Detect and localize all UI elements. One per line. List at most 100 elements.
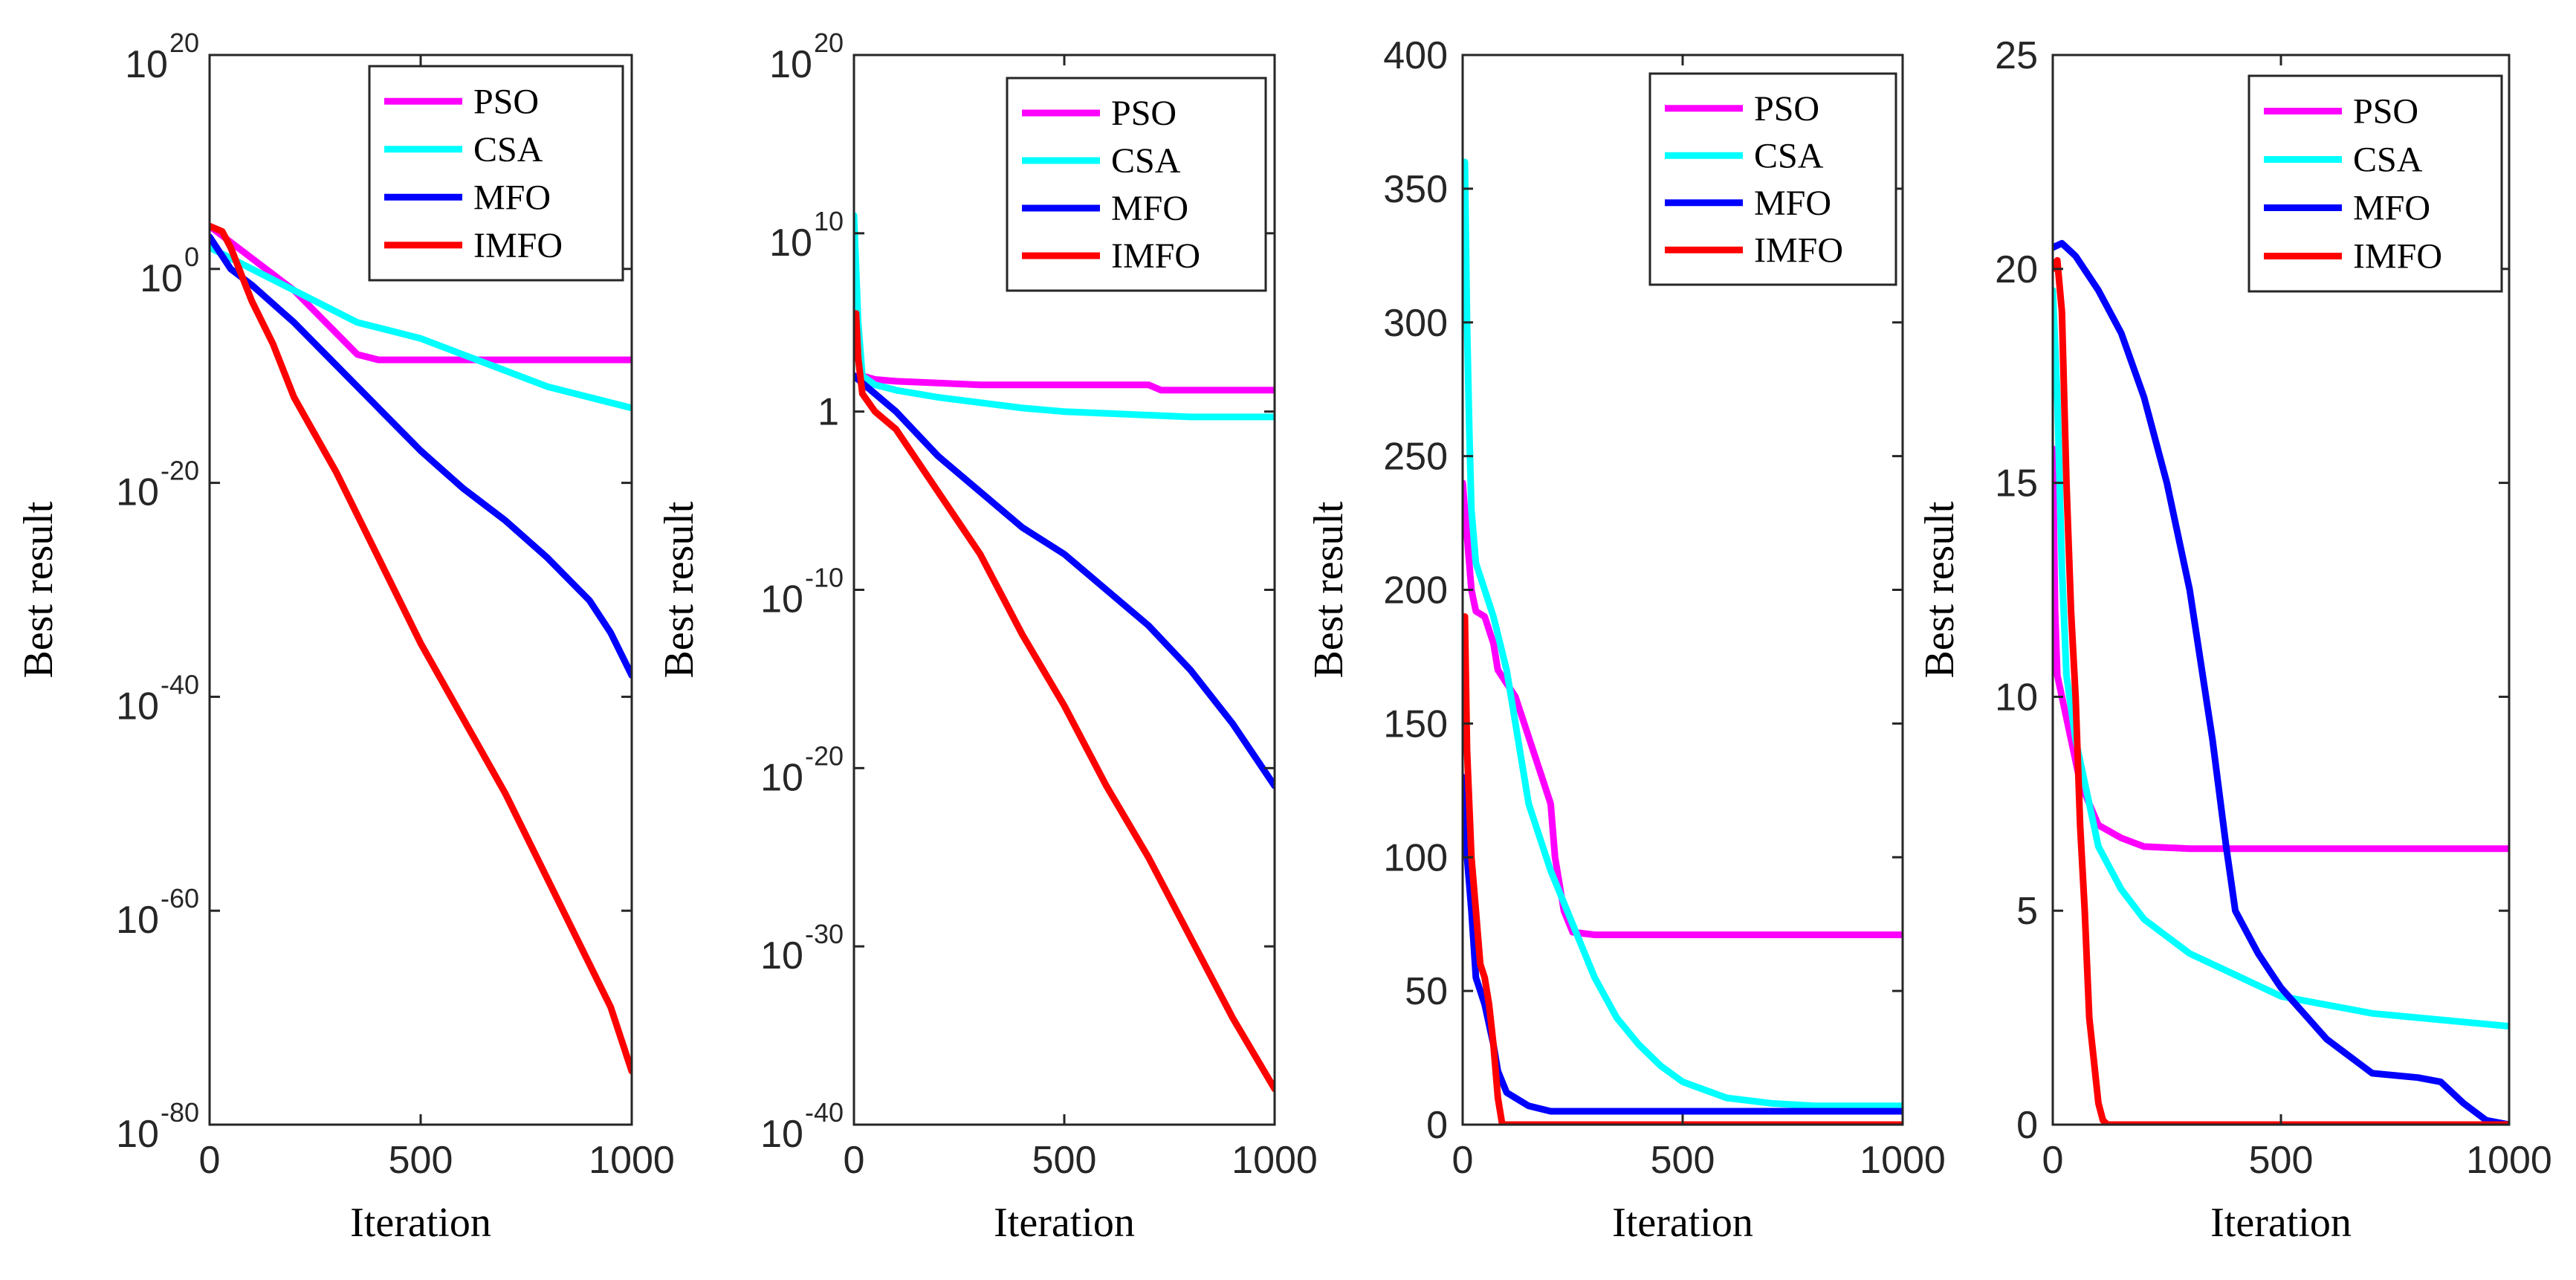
series-line-csa	[854, 212, 1275, 421]
series-line-imfo	[854, 310, 1275, 1093]
x-tick-label: 0	[1452, 1139, 1474, 1182]
y-tick-label: 5	[2016, 890, 2038, 933]
y-tick-exponent: -10	[805, 563, 844, 593]
y-tick-base: 1	[818, 391, 839, 434]
legend-label-csa: CSA	[2353, 140, 2423, 180]
series-line-csa	[2053, 287, 2509, 1030]
series-group	[1463, 158, 1903, 1125]
series-line-csa	[1463, 158, 1903, 1110]
series-line-mfo	[854, 372, 1275, 789]
series-line-imfo	[2053, 256, 2509, 1125]
chart-3: 0 500 1000 0 50 100 150 200 250 300 350 400 Iteratio…	[1306, 34, 1946, 1246]
x-tick-label: 500	[1032, 1139, 1097, 1182]
series-line-pso	[1463, 479, 1903, 939]
y-tick-exponent: -60	[161, 883, 199, 914]
legend-label-imfo: IMFO	[1111, 236, 1200, 276]
y-tick-base: 10	[760, 578, 803, 621]
y-axis-label: Best result	[656, 501, 702, 678]
y-tick-label: 400	[1383, 34, 1448, 77]
y-tick-exponent: 10	[814, 206, 844, 236]
y-tick-label: 20	[1995, 248, 2038, 291]
y-tick-exponent: -30	[805, 919, 844, 949]
legend-label-imfo: IMFO	[2353, 237, 2442, 277]
x-tick-label: 500	[1651, 1139, 1715, 1182]
x-axis-label: Iteration	[350, 1200, 491, 1246]
legend: PSO CSA MFO IMFO	[2247, 74, 2503, 293]
y-tick-label: 10	[1995, 676, 2038, 719]
y-tick-exponent: 20	[169, 28, 199, 58]
y-tick-exponent: 20	[814, 28, 844, 58]
series-line-mfo	[2053, 239, 2509, 1125]
series-line-pso	[854, 372, 1275, 394]
series-line-pso	[210, 222, 632, 363]
x-axis-label: Iteration	[994, 1200, 1135, 1246]
y-tick-base: 10	[769, 43, 812, 86]
legend-label-csa: CSA	[473, 130, 543, 169]
legend-label-pso: PSO	[1111, 94, 1177, 133]
legend-label-mfo: MFO	[1754, 184, 1831, 223]
y-axis-label: Best result	[1306, 501, 1352, 678]
legend-label-csa: CSA	[1111, 141, 1181, 181]
y-tick-label: 350	[1383, 168, 1448, 211]
y-tick-label: 100	[1383, 836, 1448, 879]
y-tick-label: 1	[818, 391, 839, 434]
y-tick-label: 25	[1995, 34, 2038, 77]
y-tick-label: 0	[1426, 1104, 1448, 1147]
legend: PSO CSA MFO IMFO	[1648, 72, 1897, 286]
y-tick-base: 10	[760, 756, 803, 799]
series-line-mfo	[210, 233, 632, 679]
series-group	[2053, 239, 2509, 1125]
x-axis-label: Iteration	[1612, 1200, 1753, 1246]
y-tick-exponent: -40	[805, 1097, 844, 1128]
y-tick-label: 15	[1995, 462, 2038, 505]
chart-1: 0 500 10002010010-2010-4010-6010-8010Itera…	[16, 28, 675, 1246]
y-axis-label: Best result	[16, 501, 62, 678]
x-tick-label: 1000	[2466, 1139, 2552, 1182]
y-tick-label: 150	[1383, 702, 1448, 746]
y-tick-base: 10	[116, 471, 159, 514]
legend: PSO CSA MFO IMFO	[368, 65, 624, 282]
y-tick-base: 10	[116, 685, 159, 728]
chart-2: 0 500 1000201010101-1010-2010-3010-4010Ite…	[656, 28, 1318, 1246]
y-tick-base: 10	[116, 1113, 159, 1156]
legend-label-pso: PSO	[1754, 89, 1819, 129]
y-tick-label: 010	[140, 242, 199, 300]
y-tick-base: 10	[760, 1113, 803, 1156]
x-tick-label: 0	[844, 1139, 865, 1182]
y-tick-base: 10	[116, 899, 159, 942]
x-tick-label: 500	[2249, 1139, 2314, 1182]
y-tick-base: 10	[760, 934, 803, 977]
series-line-mfo	[1463, 773, 1903, 1115]
x-tick-label: 500	[389, 1139, 453, 1182]
legend-label-imfo: IMFO	[473, 226, 563, 265]
legend-label-pso: PSO	[473, 82, 539, 121]
y-axis-label: Best result	[1917, 501, 1963, 678]
y-tick-base: 10	[125, 43, 168, 86]
legend-label-mfo: MFO	[2353, 189, 2430, 228]
y-tick-exponent: -20	[161, 456, 199, 486]
x-tick-label: 1000	[1232, 1139, 1318, 1182]
x-axis-label: Iteration	[2210, 1200, 2352, 1246]
legend-label-pso: PSO	[2353, 92, 2418, 132]
y-tick-exponent: -20	[805, 740, 844, 771]
y-tick-base: 10	[769, 222, 812, 265]
x-tick-label: 1000	[1860, 1139, 1946, 1182]
legend-label-imfo: IMFO	[1754, 230, 1843, 270]
y-tick-label: 0	[2016, 1104, 2038, 1147]
legend: PSO CSA MFO IMFO	[1006, 77, 1267, 292]
x-tick-label: 0	[2042, 1139, 2064, 1182]
y-tick-base: 10	[140, 257, 183, 300]
series-group	[210, 222, 632, 1075]
